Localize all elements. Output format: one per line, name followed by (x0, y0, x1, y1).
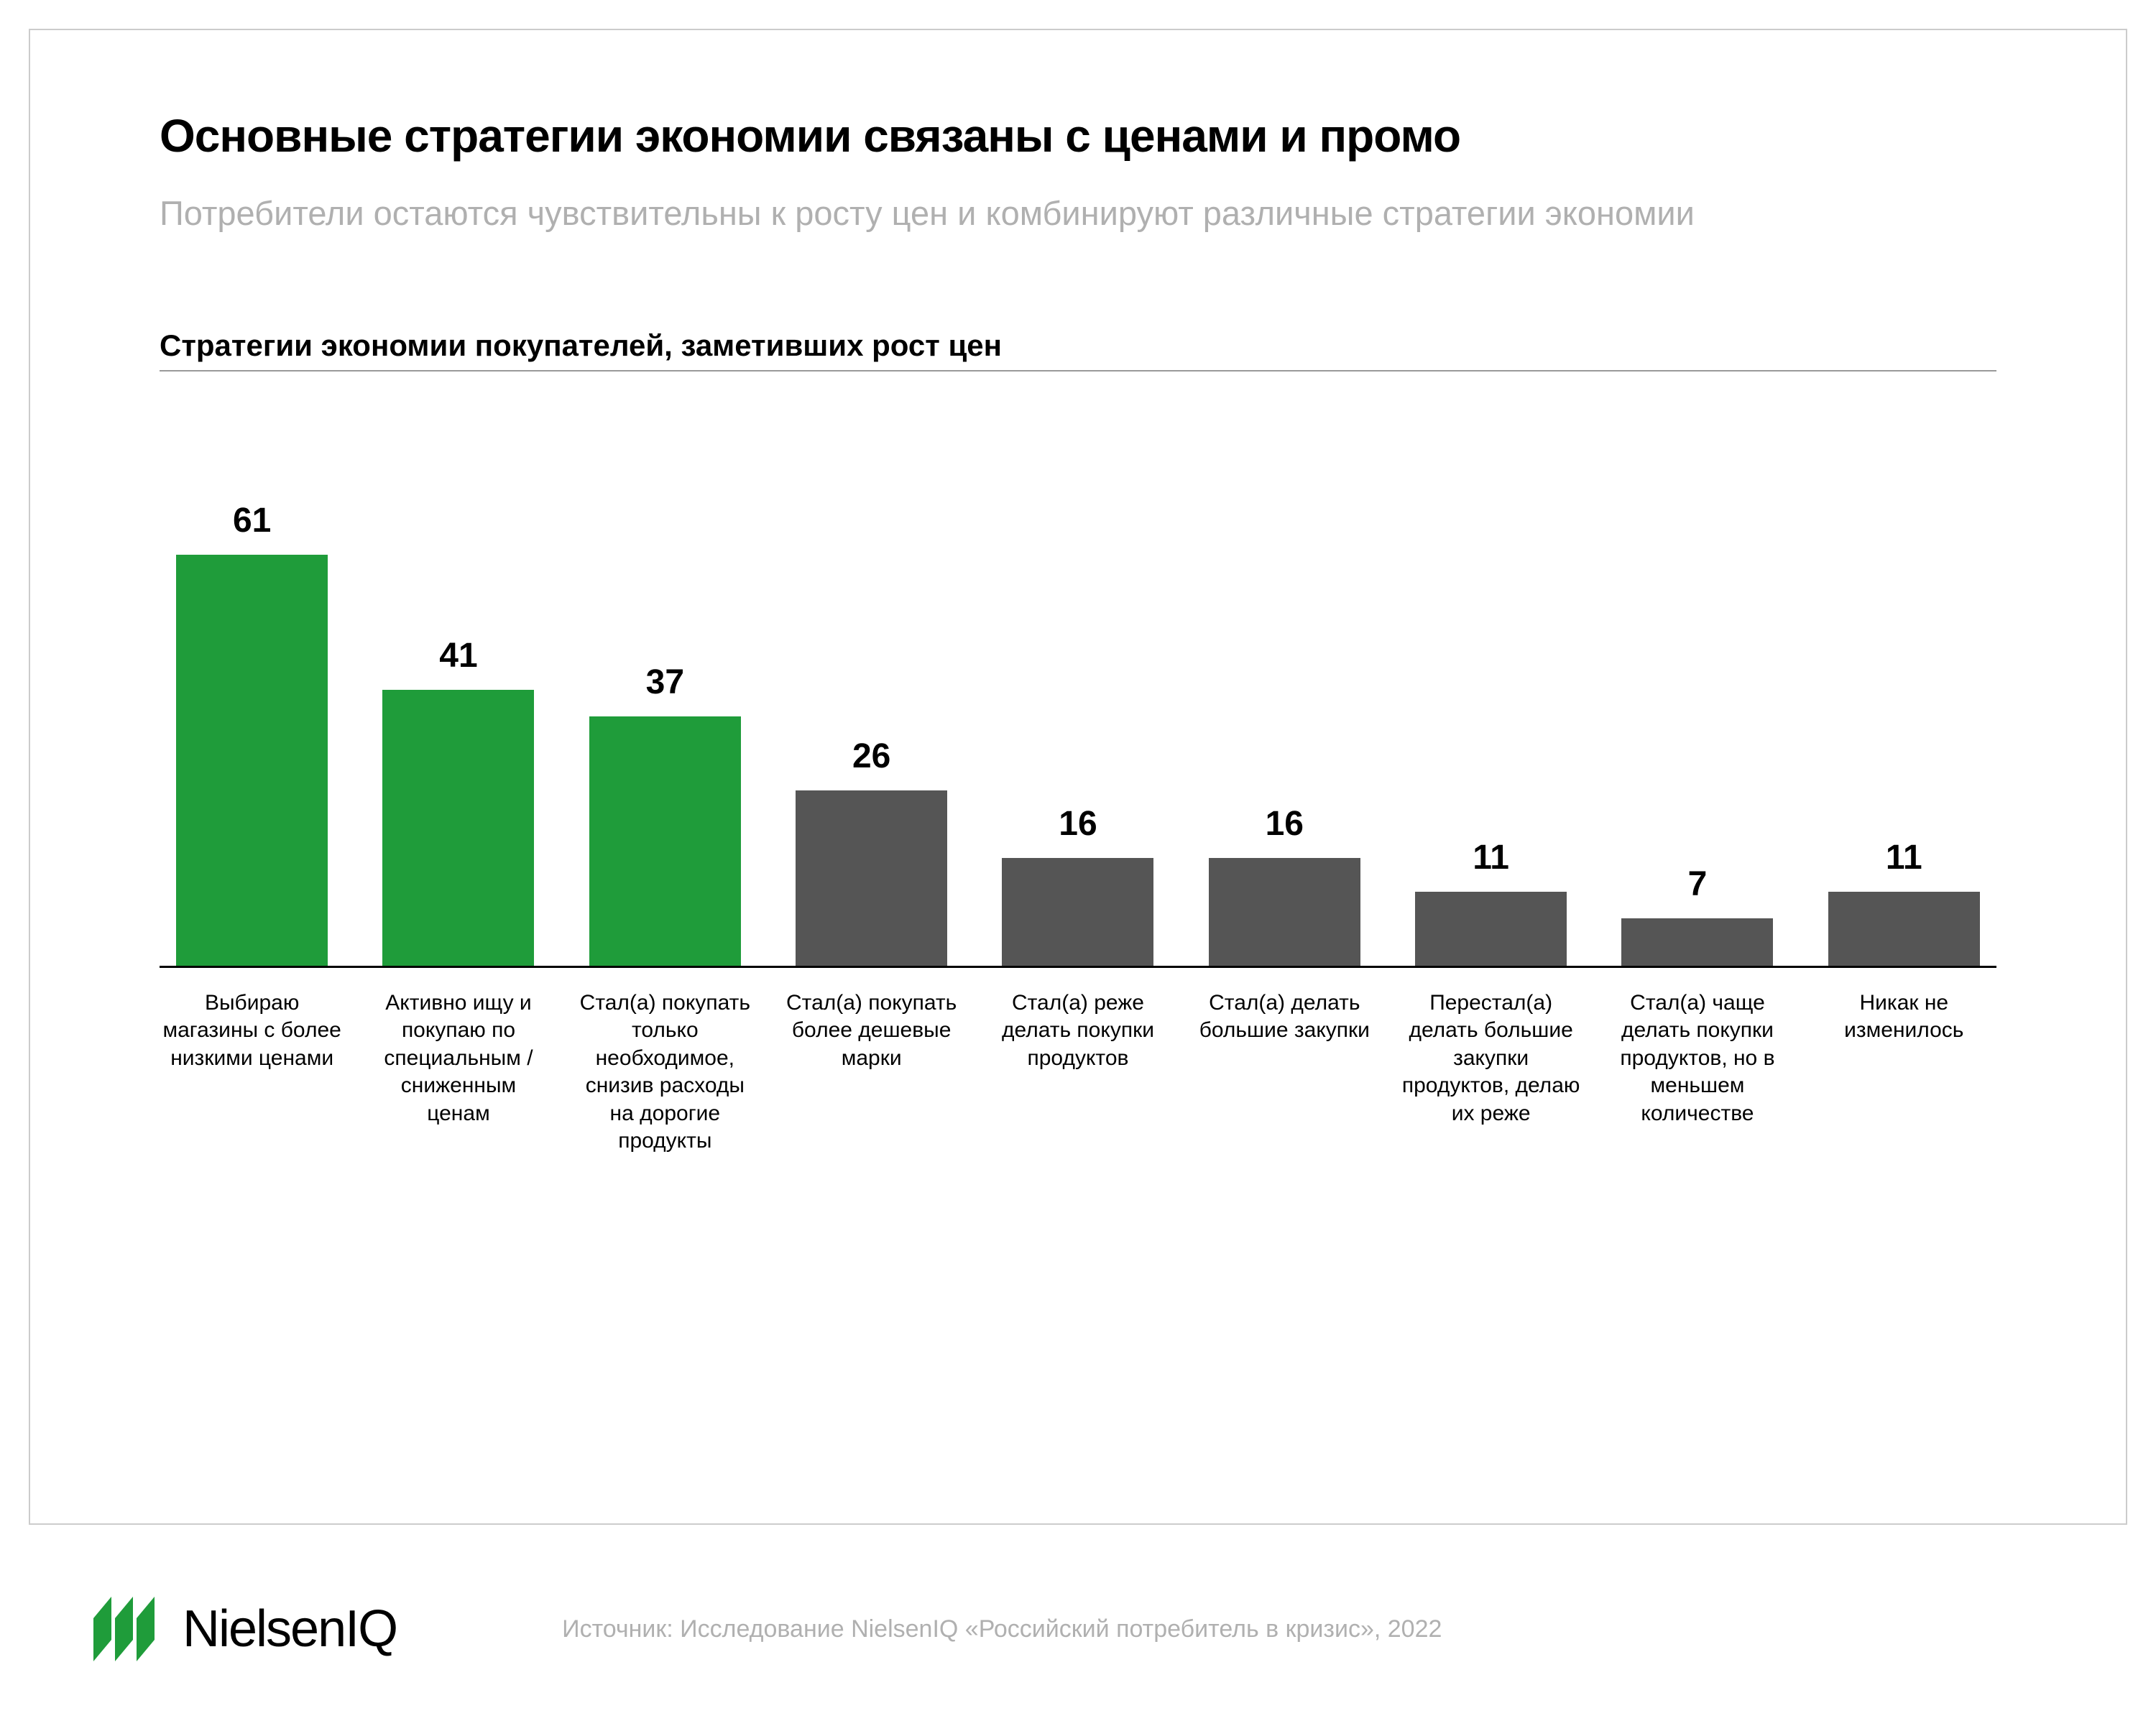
bar (1002, 858, 1153, 966)
bar-value: 37 (646, 663, 684, 702)
brand-name: NielsenIQ (183, 1600, 397, 1658)
bar-wrapper: 16 (985, 465, 1170, 966)
bar-label: Стал(а) реже делать покупки продуктов (985, 989, 1170, 1155)
bar-value: 61 (233, 501, 271, 540)
bar-value: 11 (1473, 838, 1509, 877)
bar-value: 16 (1266, 804, 1304, 844)
bar-wrapper: 11 (1812, 465, 1996, 966)
bar-label: Стал(а) покупать более дешевые марки (779, 989, 964, 1155)
bar (589, 716, 741, 966)
bar (176, 555, 328, 966)
bar-wrapper: 37 (573, 465, 757, 966)
bar-label: Стал(а) покупать только необходимое, сни… (573, 989, 757, 1155)
bar-wrapper: 26 (779, 465, 964, 966)
bar-label: Выбираю магазины с более низкими ценами (160, 989, 344, 1155)
bar (1209, 858, 1360, 966)
bar-wrapper: 16 (1192, 465, 1377, 966)
bar (382, 690, 534, 966)
chart-divider (160, 370, 1996, 371)
bar-labels-row: Выбираю магазины с более низкими ценамиА… (160, 989, 1996, 1155)
main-title: Основные стратегии экономии связаны с це… (160, 109, 1996, 162)
brand-logo: NielsenIQ (93, 1597, 397, 1661)
footer: NielsenIQ Источник: Исследование Nielsen… (93, 1597, 2063, 1661)
chart-title: Стратегии экономии покупателей, заметивш… (160, 328, 1996, 363)
slide-frame: Основные стратегии экономии связаны с це… (29, 29, 2127, 1525)
bar-wrapper: 61 (160, 465, 344, 966)
bar-label: Никак не изменилось (1812, 989, 1996, 1155)
bar-label: Активно ищу и покупаю по специальным / с… (366, 989, 550, 1155)
bar-value: 16 (1059, 804, 1097, 844)
bar-label: Стал(а) чаще делать покупки продуктов, н… (1605, 989, 1789, 1155)
bar-value: 7 (1688, 864, 1708, 904)
bar-wrapper: 11 (1399, 465, 1583, 966)
bar-chart: 61 41 37 26 16 16 11 7 11 (160, 465, 1996, 968)
source-caption: Источник: Исследование NielsenIQ «Россий… (562, 1615, 1442, 1643)
subtitle: Потребители остаются чувствительны к рос… (160, 191, 1741, 235)
bar (1828, 892, 1980, 966)
bar-wrapper: 41 (366, 465, 550, 966)
bar-label: Стал(а) делать большие закупки (1192, 989, 1377, 1155)
bar (1415, 892, 1567, 966)
bar-value: 11 (1886, 838, 1922, 877)
nielseniq-mark-icon (93, 1597, 172, 1661)
bar (1621, 918, 1773, 966)
bar-label: Перестал(а) делать большие закупки проду… (1399, 989, 1583, 1155)
bar-wrapper: 7 (1605, 465, 1789, 966)
bar-value: 26 (852, 737, 890, 776)
bar-value: 41 (439, 636, 477, 675)
bar (796, 790, 947, 966)
